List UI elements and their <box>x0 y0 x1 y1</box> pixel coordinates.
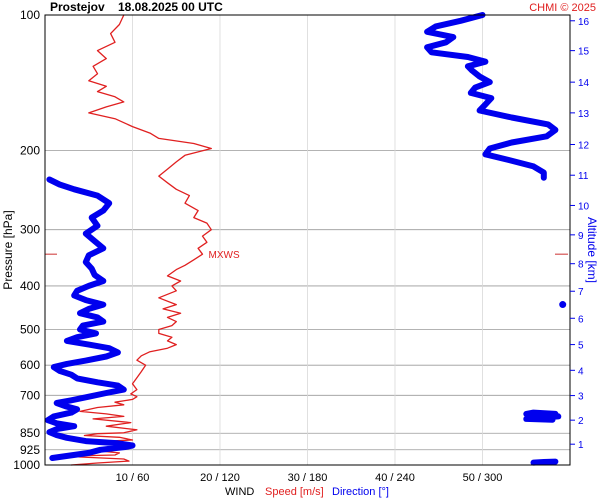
pressure-tick-label: 500 <box>20 323 40 337</box>
altitude-tick-label: 11 <box>578 171 589 182</box>
altitude-tick-label: 5 <box>578 341 584 352</box>
pressure-axis-title: Pressure [hPa] <box>1 210 15 289</box>
wind-tick-label: 30 / 180 <box>288 472 328 484</box>
wind-axis-title: WIND <box>225 486 254 498</box>
altitude-tick-label: 12 <box>578 141 590 152</box>
pressure-tick-label: 700 <box>20 388 40 402</box>
altitude-tick-label: 14 <box>578 78 590 89</box>
direction-series-point <box>559 301 567 309</box>
altitude-tick-label: 3 <box>578 392 584 403</box>
wind-axis: 10 / 60 20 / 120 30 / 180 40 / 240 50 / 300 <box>116 472 503 484</box>
altitude-tick-label: 9 <box>578 231 584 242</box>
wind-tick-label: 10 / 60 <box>116 472 150 484</box>
pressure-tick-label: 400 <box>20 279 40 293</box>
altitude-tick-label: 16 <box>578 17 590 28</box>
direction-series-line <box>530 458 559 466</box>
pressure-tick-label: 850 <box>20 426 40 440</box>
altitude-tick-label: 2 <box>578 416 584 427</box>
wind-tick-label: 50 / 300 <box>463 472 503 484</box>
speed-series-line <box>70 14 212 466</box>
altitude-tick-label: 1 <box>578 440 584 451</box>
series-layer <box>44 12 568 466</box>
pressure-tick-label: 1000 <box>13 458 40 472</box>
altitude-tick-label: 4 <box>578 366 584 377</box>
plot-frame <box>44 14 571 466</box>
wind-tick-label: 20 / 120 <box>200 472 240 484</box>
altitude-axis-title: Altitude [km] <box>585 217 599 283</box>
station-title: Prostejov <box>50 0 105 14</box>
pressure-tick-label: 100 <box>20 8 40 22</box>
speed-axis-title: Speed [m/s] <box>265 486 324 498</box>
direction-series-line <box>424 12 559 181</box>
pressure-tick-label: 925 <box>20 443 40 457</box>
pressure-tick-label: 600 <box>20 358 40 372</box>
altitude-tick-label: 13 <box>578 109 590 120</box>
direction-series-line <box>523 409 562 423</box>
altitude-tick-label: 6 <box>578 314 584 325</box>
pressure-tick-label: 300 <box>20 223 40 237</box>
max-wind-label: MXWS <box>209 250 240 261</box>
altitude-tick-label: 8 <box>578 260 584 271</box>
altitude-tick-label: 7 <box>578 287 584 298</box>
credit-label: CHMI © 2025 <box>529 2 596 14</box>
altitude-tick-label: 15 <box>578 47 590 58</box>
direction-axis-title: Direction [°] <box>332 486 389 498</box>
altitude-tick-label: 10 <box>578 201 590 212</box>
direction-series-line <box>44 176 136 461</box>
pressure-tick-label: 200 <box>20 143 40 157</box>
wind-tick-label: 40 / 240 <box>375 472 415 484</box>
datetime-title: 18.08.2025 00 UTC <box>118 0 223 14</box>
